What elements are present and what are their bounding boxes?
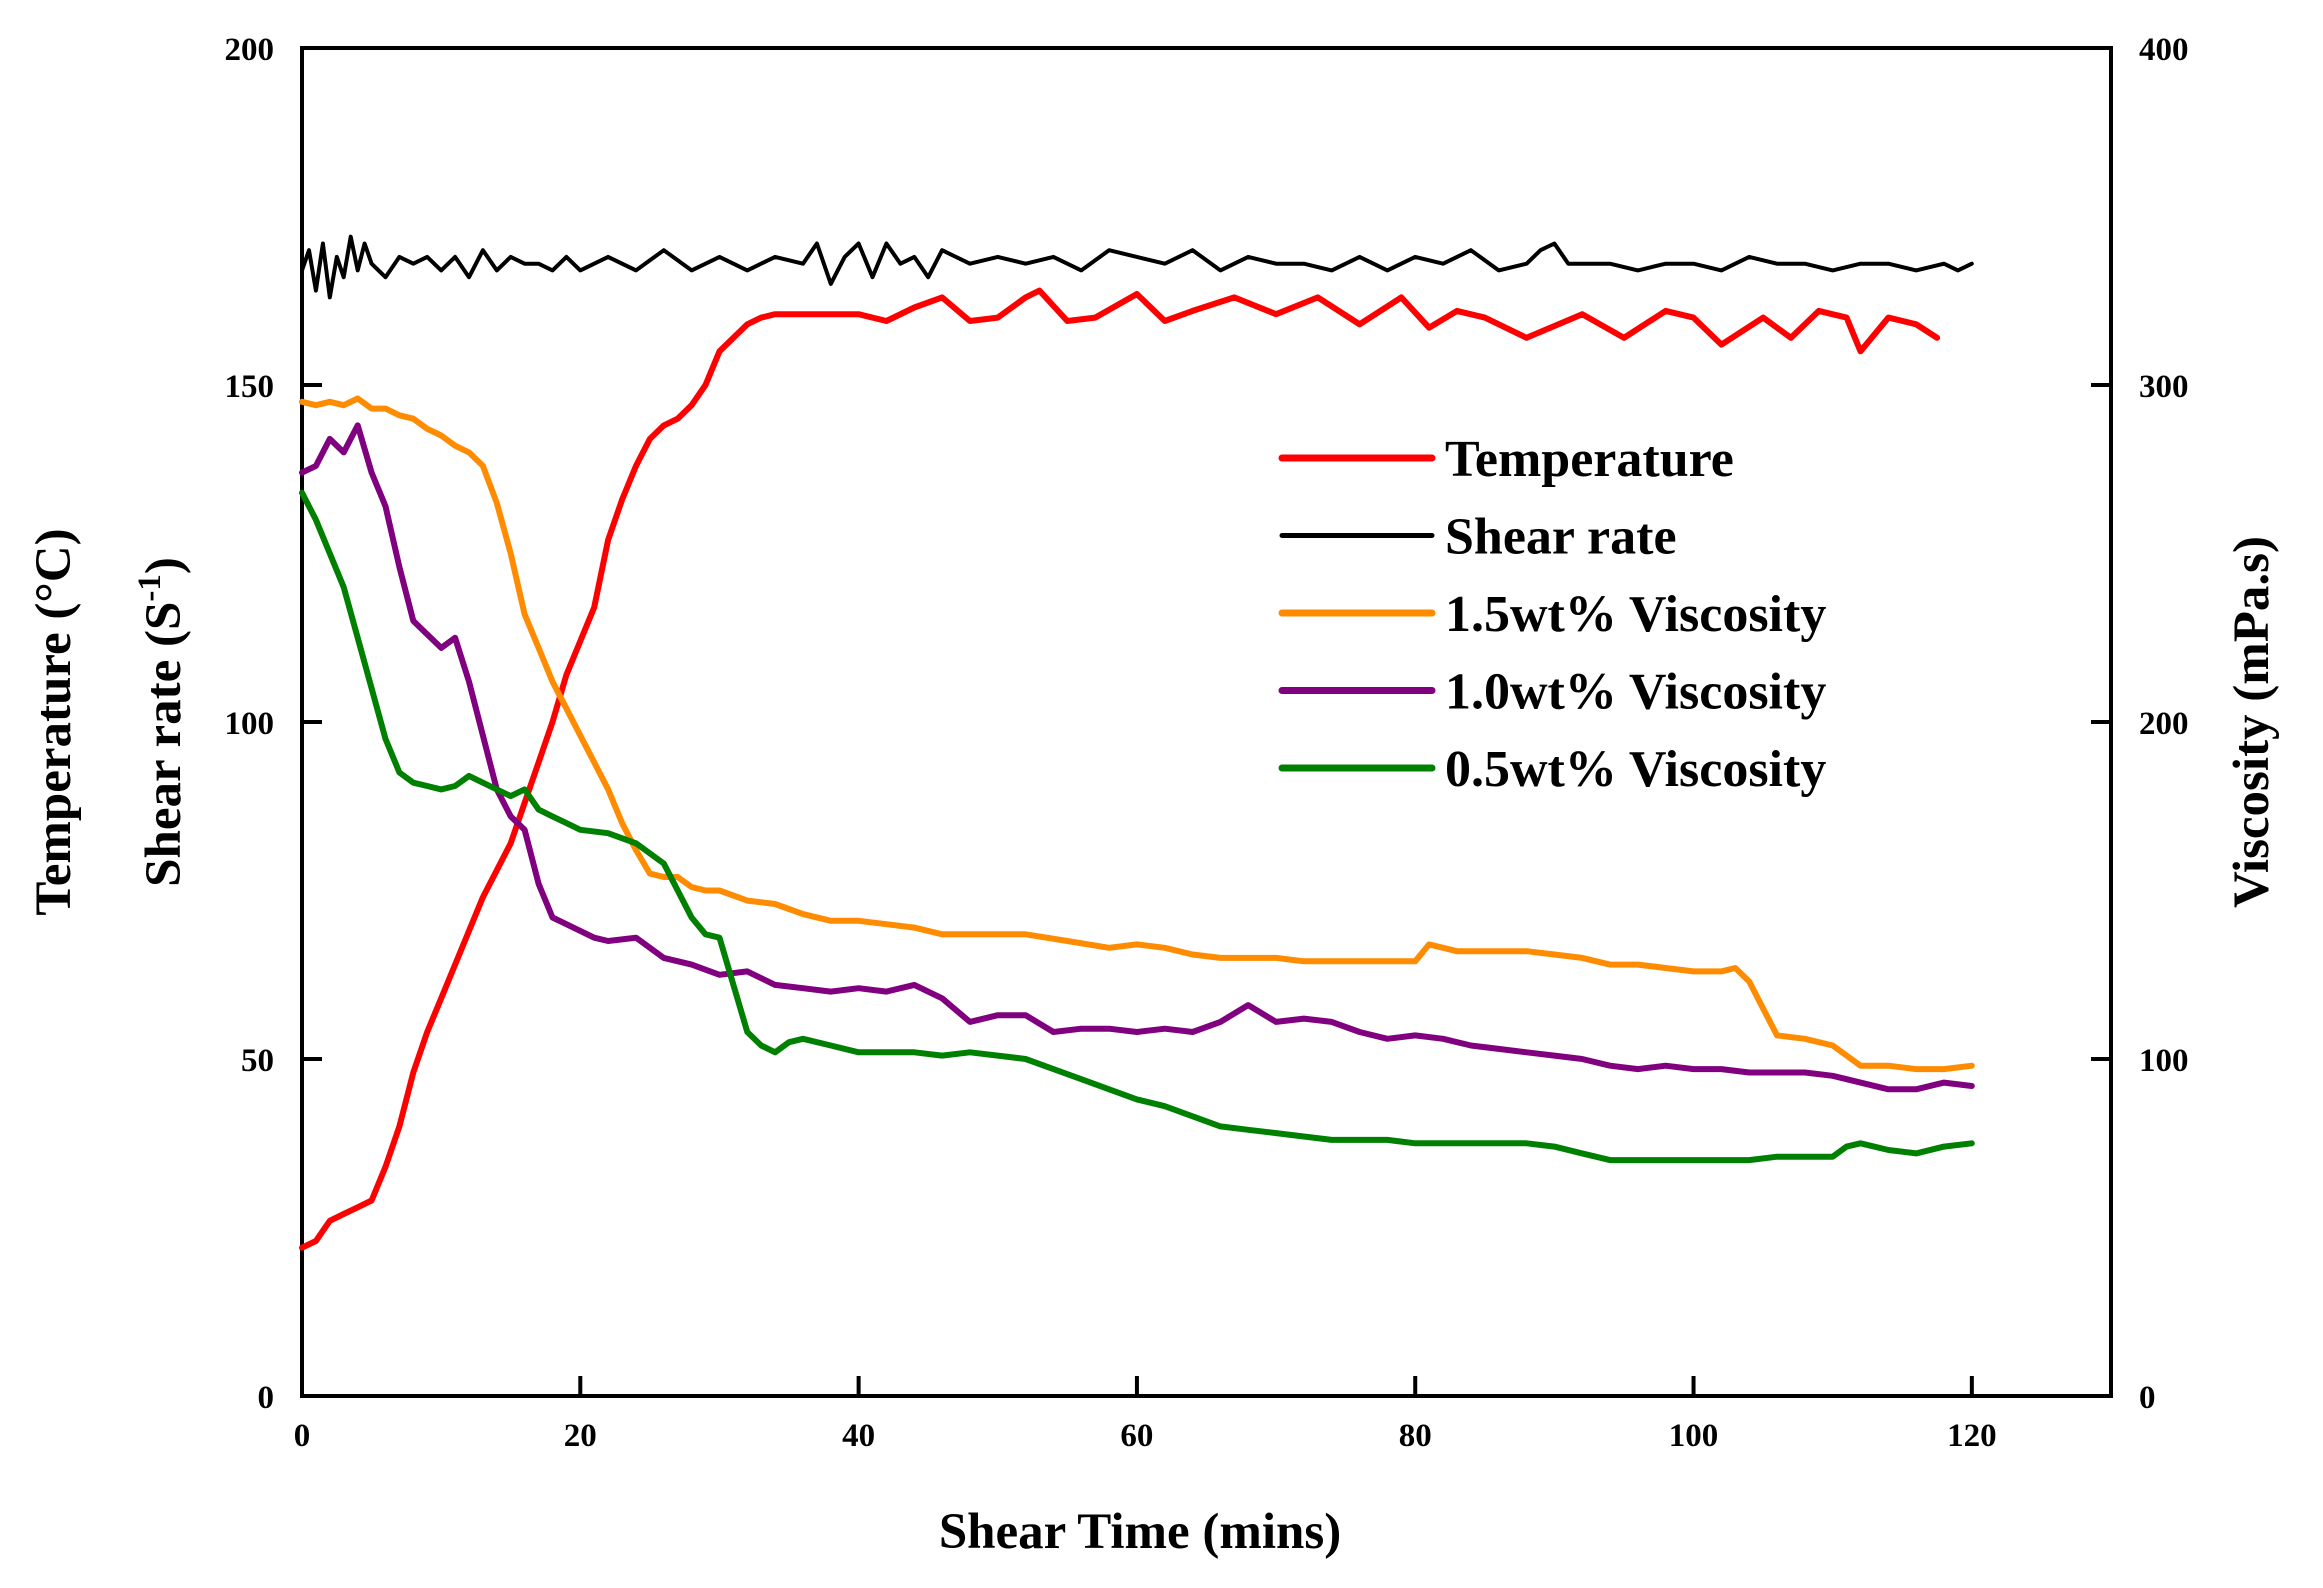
y-right-tick-label: 0 [2139, 1380, 2156, 1416]
y-left-title-superscript: -1 [132, 574, 168, 602]
legend: Temperature Shear rate 1.5wt% Viscosity 1.0… [1278, 431, 1826, 798]
y-right-axis-title: Viscosity (mPa.s) [2224, 536, 2280, 908]
legend-label: Temperature [1445, 431, 1734, 488]
y-left-tick-label: 100 [225, 706, 275, 742]
x-axis-title: Shear Time (mins) [939, 1504, 1341, 1560]
y-left-tick-label: 0 [258, 1380, 275, 1416]
x-tick-label: 80 [1399, 1418, 1432, 1454]
x-tick-label: 20 [564, 1418, 597, 1454]
y-left-tick-label: 200 [225, 32, 275, 68]
y-left-tick-label: 50 [241, 1043, 274, 1079]
y-left-title-end: ) [136, 557, 192, 574]
legend-label: Shear rate [1445, 509, 1677, 566]
series-layer [299, 234, 1975, 1251]
x-tick-label: 100 [1669, 1418, 1719, 1454]
series-line-shear-rate [300, 234, 1974, 300]
x-tick-label: 40 [842, 1418, 875, 1454]
y-right-tick-label: 100 [2139, 1043, 2189, 1079]
y-left-title-main: Shear rate (S [136, 602, 192, 887]
series-line-1-0wt-viscosity [299, 422, 1975, 1093]
x-tick-label: 60 [1120, 1418, 1153, 1454]
legend-label: 1.5wt% Viscosity [1445, 586, 1826, 643]
y-left-axis-title-temperature: Temperature (°C) [26, 528, 82, 915]
y-right-tick-label: 400 [2139, 32, 2189, 68]
x-tick-label: 0 [294, 1418, 311, 1454]
y-left-tick-label: 150 [225, 369, 275, 405]
legend-label: 1.0wt% Viscosity [1445, 664, 1826, 721]
ticks: 0 20 40 60 80 100 120 0 50 100 150 200 0 100 200 300 400 [225, 32, 2189, 1454]
y-left-axis-title-shear-rate: Shear rate (S-1) [132, 557, 192, 887]
legend-label: 0.5wt% Viscosity [1445, 741, 1826, 798]
x-tick-label: 120 [1947, 1418, 1997, 1454]
series-line-temperature [299, 287, 1941, 1251]
series-line-1-5wt-viscosity [299, 395, 1975, 1073]
y-right-tick-label: 300 [2139, 369, 2189, 405]
y-right-tick-label: 200 [2139, 706, 2189, 742]
series-line-0-5wt-viscosity [299, 489, 1975, 1164]
